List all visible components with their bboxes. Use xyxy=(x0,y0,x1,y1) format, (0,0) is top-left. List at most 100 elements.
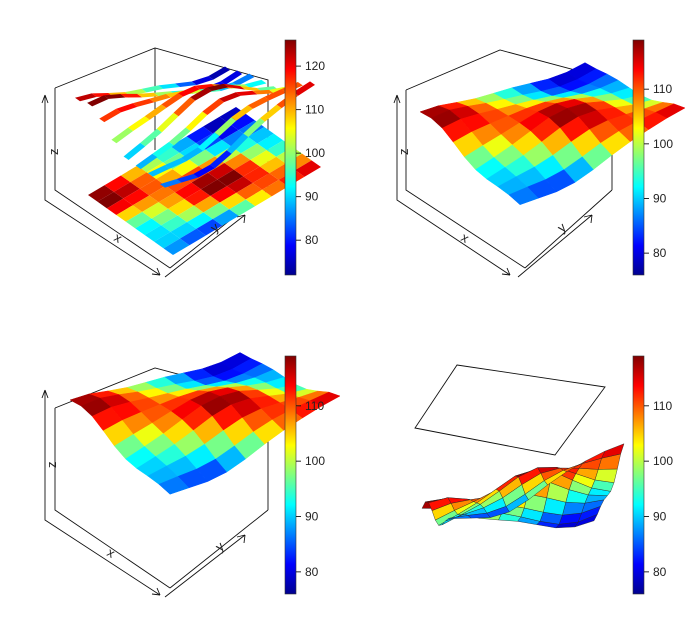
ribbon-segment xyxy=(156,112,179,133)
ribbon-segment xyxy=(99,108,121,123)
floor-cell xyxy=(151,208,178,226)
ribbon-segment xyxy=(206,83,229,92)
floor-cell xyxy=(170,222,197,239)
panel-top-right: z x y 80 90 100 110 xyxy=(394,39,686,278)
floor-cell xyxy=(125,211,152,229)
ribbon-segment xyxy=(231,105,253,121)
floor-cell xyxy=(219,107,246,124)
colorbar-tick-label: 110 xyxy=(653,82,672,96)
ribbon-segment xyxy=(185,111,208,131)
floor-cell xyxy=(259,156,286,174)
floor-cell xyxy=(217,169,244,187)
ribbon-segment xyxy=(75,93,97,102)
floor-cell xyxy=(156,169,183,186)
ribbon-segment xyxy=(128,116,150,132)
floor-cell xyxy=(186,126,213,143)
floor-cell xyxy=(229,199,256,216)
floor-cell xyxy=(154,231,180,249)
y-axis-label: y xyxy=(212,538,227,554)
ribbon-segment xyxy=(181,147,203,162)
surface-facet xyxy=(594,468,618,483)
floor-cell xyxy=(245,189,272,207)
floor-cell xyxy=(137,155,164,173)
floor-cell xyxy=(187,212,213,229)
floor-cell xyxy=(205,139,232,157)
colorbar-tick-label: 110 xyxy=(305,399,324,413)
floor-cell xyxy=(201,179,227,196)
colorbar-tick-label: 90 xyxy=(305,510,319,524)
ribbon-segment xyxy=(208,66,230,80)
ribbon-segment xyxy=(202,98,225,116)
ribbon-segment xyxy=(252,89,275,95)
floor-cell xyxy=(153,146,180,163)
colorbar-tick-label: 100 xyxy=(305,454,325,468)
ribbon-segment xyxy=(235,90,258,96)
floor-cell xyxy=(144,225,171,242)
z-axis-label: z xyxy=(46,149,61,156)
colorbar-tick-label: 110 xyxy=(653,399,672,413)
colorbar-tick-label: 110 xyxy=(305,103,324,117)
ribbon-segment xyxy=(226,133,249,154)
colorbar-tick-label: 100 xyxy=(305,146,325,160)
floor-cell xyxy=(212,209,239,226)
colorbar-tick-label: 80 xyxy=(305,233,319,247)
floor-cell xyxy=(243,166,270,183)
floor-cell xyxy=(168,199,194,216)
ribbon-segment xyxy=(161,93,184,108)
ribbon-segment xyxy=(169,127,191,146)
x-axis-label: x xyxy=(112,230,126,246)
x-axis-label: x xyxy=(459,230,473,246)
floor-cell xyxy=(177,205,204,223)
ribbon-segment xyxy=(164,157,187,169)
floor-cell xyxy=(226,176,253,193)
ribbon-segment xyxy=(147,165,170,177)
ribbon-segment xyxy=(111,127,134,144)
ribbon-segment xyxy=(190,87,212,101)
ribbon-segment xyxy=(210,150,232,169)
ribbon-segment xyxy=(152,141,175,158)
colorbar-tick-label: 80 xyxy=(653,565,667,579)
colorbar: 80 90 100 110 xyxy=(632,39,673,276)
colorbar-tick-label: 90 xyxy=(305,190,319,204)
floor-cell xyxy=(88,185,114,202)
ribbon-segment xyxy=(232,73,255,86)
floor-cell xyxy=(104,175,131,192)
ribbon-segment xyxy=(103,93,126,99)
floor-cell xyxy=(236,183,263,200)
surface-facet xyxy=(158,476,190,495)
ribbon-segment xyxy=(123,142,146,160)
colorbar-gradient xyxy=(632,355,645,595)
colorbar: 80 90 100 110 120 xyxy=(284,39,325,276)
floor-cell xyxy=(250,150,277,167)
floor-cell xyxy=(163,238,190,255)
floor-cell xyxy=(189,149,215,167)
ribbon-segment xyxy=(264,89,287,101)
floor-cell xyxy=(208,163,234,180)
ribbon-segment xyxy=(120,93,143,98)
floor-cell xyxy=(116,205,143,222)
floor-cell xyxy=(262,179,289,197)
floor-cell xyxy=(175,182,201,199)
ribbon-segment xyxy=(160,179,182,188)
ribbon-segment xyxy=(220,70,243,85)
ribbon-segment xyxy=(176,174,199,183)
floor-cell xyxy=(219,192,246,210)
surface-with-contours xyxy=(421,443,625,529)
ribbon-segment xyxy=(149,94,171,103)
floor-cell xyxy=(123,188,150,206)
floor-cell xyxy=(191,172,218,190)
ribbon-segment xyxy=(137,92,159,98)
surface xyxy=(419,62,686,206)
colorbar-gradient xyxy=(284,355,297,595)
floor-cell xyxy=(106,198,133,215)
ribbon-segment xyxy=(175,81,197,87)
ribbon-segment xyxy=(197,132,220,151)
colorbar-tick-label: 100 xyxy=(653,454,673,468)
floor-cell xyxy=(231,136,258,154)
floor-cell xyxy=(158,192,185,209)
colorbar-tick-label: 80 xyxy=(653,246,667,260)
floor-cell xyxy=(161,215,187,232)
ribbon-segment xyxy=(144,104,167,120)
surface-facet xyxy=(562,502,586,516)
